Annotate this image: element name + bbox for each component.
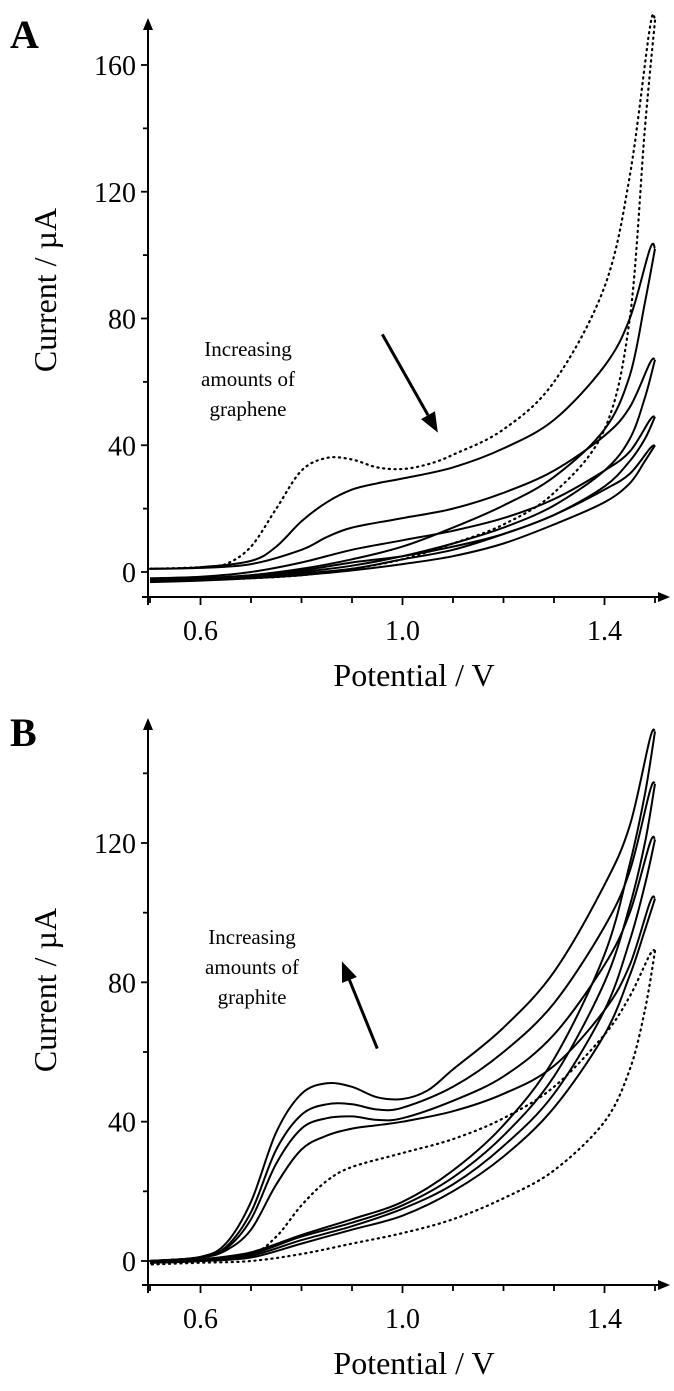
panel-a-annotation-line-3: graphene — [210, 397, 287, 421]
panel-b-xtick-label: 0.6 — [183, 1304, 218, 1335]
panel-a-letter: A — [10, 12, 39, 57]
panel-a-ytick-label: 160 — [94, 51, 136, 82]
panel-a-ylabel: Current / µA — [27, 208, 63, 372]
panel-a-xtick-label: 1.4 — [587, 616, 622, 647]
panel-b-series-3-forward — [150, 782, 655, 1261]
panel-a-annotation-arrow-shaft — [382, 334, 428, 415]
panel-a-xtick-label: 1.0 — [385, 616, 420, 647]
panel-b-annotation-line-3: graphite — [218, 985, 287, 1009]
panel-b-series-3-reverse — [150, 784, 655, 1263]
panel-a-annotation-line-2: amounts of — [201, 367, 295, 391]
panel-a-y-axis-arrow — [143, 18, 153, 30]
panel-b: B 0 40 80 120 0.6 1.0 1.4 Potential / V Curren… — [10, 710, 670, 1381]
panel-b-ylabel: Current / µA — [27, 908, 63, 1072]
panel-a-series-3-forward — [150, 416, 655, 578]
panel-a-series-4-reverse — [150, 445, 655, 582]
panel-a-ytick-label: 80 — [108, 305, 136, 336]
panel-b-ytick-label: 120 — [94, 829, 136, 860]
panel-b-ytick-label: 40 — [108, 1108, 136, 1139]
panel-a-series-2-reverse — [150, 360, 655, 581]
panel-a-annotation-arrow-head — [421, 411, 438, 432]
panel-b-xlabel: Potential / V — [333, 1345, 494, 1381]
panel-b-ytick-label: 0 — [122, 1247, 136, 1278]
panel-a-ytick-label: 120 — [94, 178, 136, 209]
panel-b-xtick-label: 1.4 — [587, 1304, 622, 1335]
panel-b-y-axis-arrow — [143, 718, 153, 730]
panel-b-annotation-line-1: Increasing — [208, 925, 296, 949]
panel-b-annotation-arrow-shaft — [349, 980, 377, 1049]
panel-a-ytick-label: 40 — [108, 431, 136, 462]
panel-a-xtick-label: 0.6 — [183, 616, 218, 647]
panel-b-annotation-arrow-head — [342, 961, 357, 983]
panel-a-annotation: Increasing amounts of graphene — [201, 334, 438, 432]
panel-b-annotation-line-2: amounts of — [205, 955, 299, 979]
panel-a: A 0 40 80 120 160 0.6 1.0 1.4 Potential / V Cur… — [10, 12, 670, 693]
panel-a-x-axis-arrow — [658, 592, 670, 602]
panel-b-letter: B — [10, 710, 37, 755]
panel-a-xlabel: Potential / V — [333, 657, 494, 693]
panel-a-ytick-label: 0 — [122, 558, 136, 589]
panel-b-annotation: Increasing amounts of graphite — [205, 925, 377, 1049]
panel-b-xtick-label: 1.0 — [385, 1304, 420, 1335]
panel-a-curves — [150, 14, 655, 582]
panel-b-x-axis-arrow — [658, 1280, 670, 1290]
panel-b-series-2-forward — [150, 837, 655, 1261]
panel-b-series-2-reverse — [150, 840, 655, 1263]
panel-a-series-0-reverse — [150, 21, 655, 582]
panel-b-ytick-label: 80 — [108, 968, 136, 999]
panel-a-annotation-line-1: Increasing — [204, 337, 292, 361]
